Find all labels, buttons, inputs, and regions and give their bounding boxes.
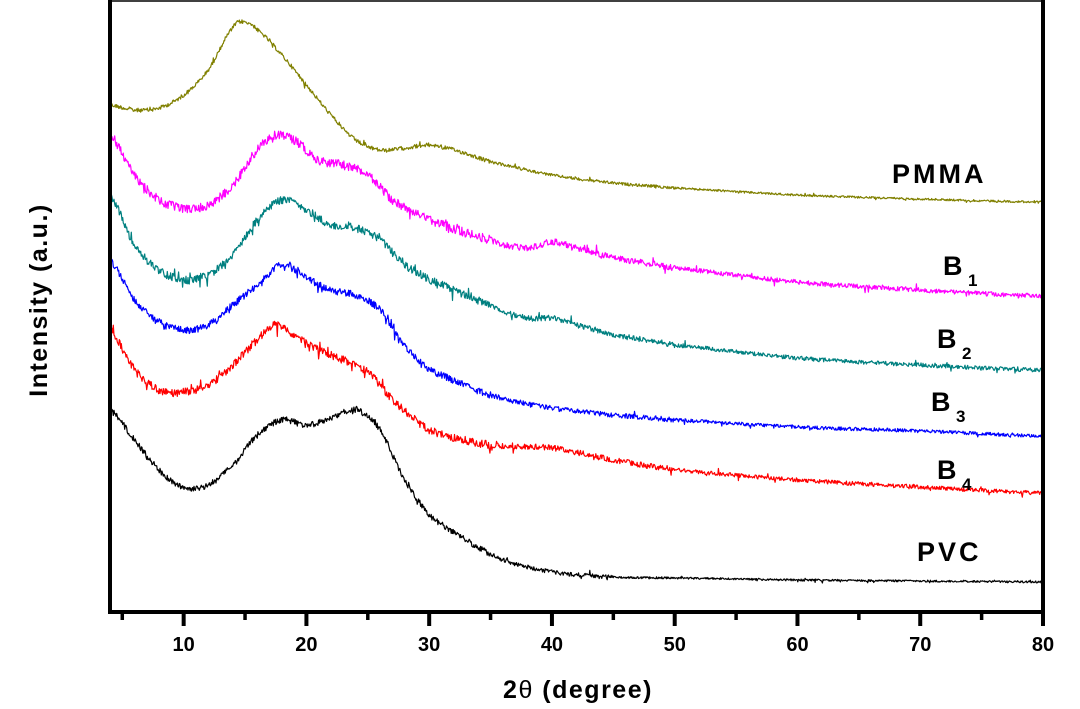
x-tick-label: 40 <box>541 634 563 656</box>
series-label-main: PMMA <box>892 159 987 189</box>
series-label-subscript: 4 <box>962 475 972 494</box>
series-label-subscript: 3 <box>956 407 965 426</box>
curve-b1 <box>109 130 1044 299</box>
x-tick-label: 60 <box>786 634 808 656</box>
x-tick-label: 50 <box>664 634 686 656</box>
series-label-subscript: 2 <box>962 344 971 363</box>
series-label-main: PVC <box>917 537 982 567</box>
curve-b3 <box>109 258 1044 438</box>
y-axis-title: Intensity (a.u.) <box>25 203 53 396</box>
x-axis-ticks <box>120 612 1045 626</box>
curve-b4 <box>109 320 1044 498</box>
plot-curves <box>109 19 1044 584</box>
series-label-subscript: 1 <box>968 271 977 290</box>
x-axis-tick-labels: 10 20 30 40 50 60 70 80 <box>173 634 1055 656</box>
series-label-main: B <box>937 324 960 354</box>
curve-pmma <box>110 19 1044 204</box>
x-tick-label: 20 <box>295 634 317 656</box>
curve-pvc <box>109 404 1044 584</box>
x-tick-label: 30 <box>418 634 440 656</box>
x-tick-label: 10 <box>173 634 195 656</box>
series-label-main: B <box>937 455 960 485</box>
series-label-pmma: PMMA <box>892 159 987 189</box>
plot-frame <box>109 0 1044 613</box>
series-label-pvc: PVC <box>917 537 982 567</box>
x-axis-title: 2θ (degree) <box>503 676 653 704</box>
series-label-main: B <box>943 251 966 281</box>
x-tick-label: 70 <box>909 634 931 656</box>
curve-b2 <box>109 193 1044 374</box>
series-label-main: B <box>931 387 954 417</box>
x-tick-label: 80 <box>1032 634 1054 656</box>
